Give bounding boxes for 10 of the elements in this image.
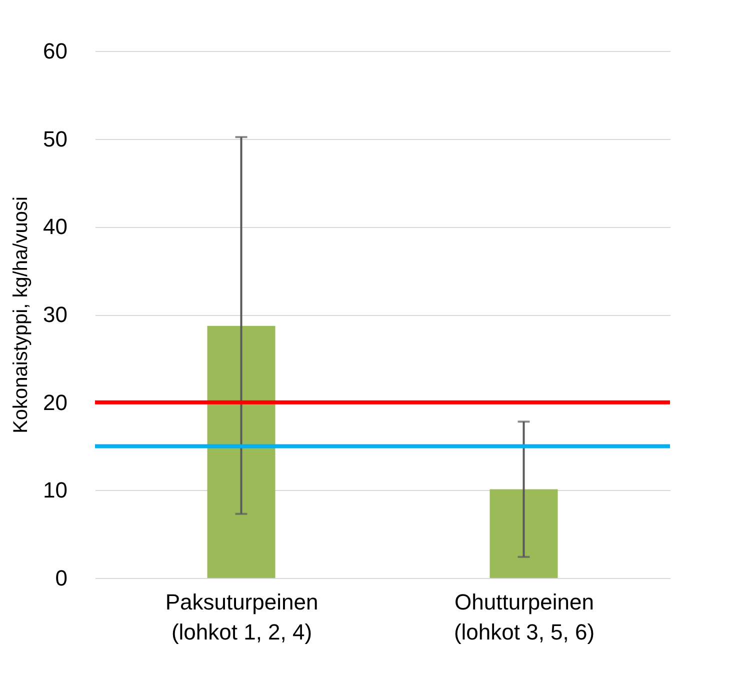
y-tick-label: 30 — [43, 302, 68, 327]
y-tick-label: 50 — [43, 126, 68, 152]
x-tick-label: Ohutturpeinen (lohkot 3, 5, 6) — [454, 590, 595, 644]
y-axis-title: Kokonaistyppi, kg/ha/vuosi — [10, 196, 32, 434]
y-tick-label: 0 — [55, 566, 68, 590]
y-tick-label: 60 — [43, 38, 68, 64]
x-tick-label: Paksuturpeinen (lohkot 1, 2, 4) — [165, 590, 318, 644]
y-tick-label: 20 — [43, 390, 68, 415]
y-tick-label: 10 — [43, 478, 68, 503]
y-tick-label: 40 — [43, 214, 68, 240]
